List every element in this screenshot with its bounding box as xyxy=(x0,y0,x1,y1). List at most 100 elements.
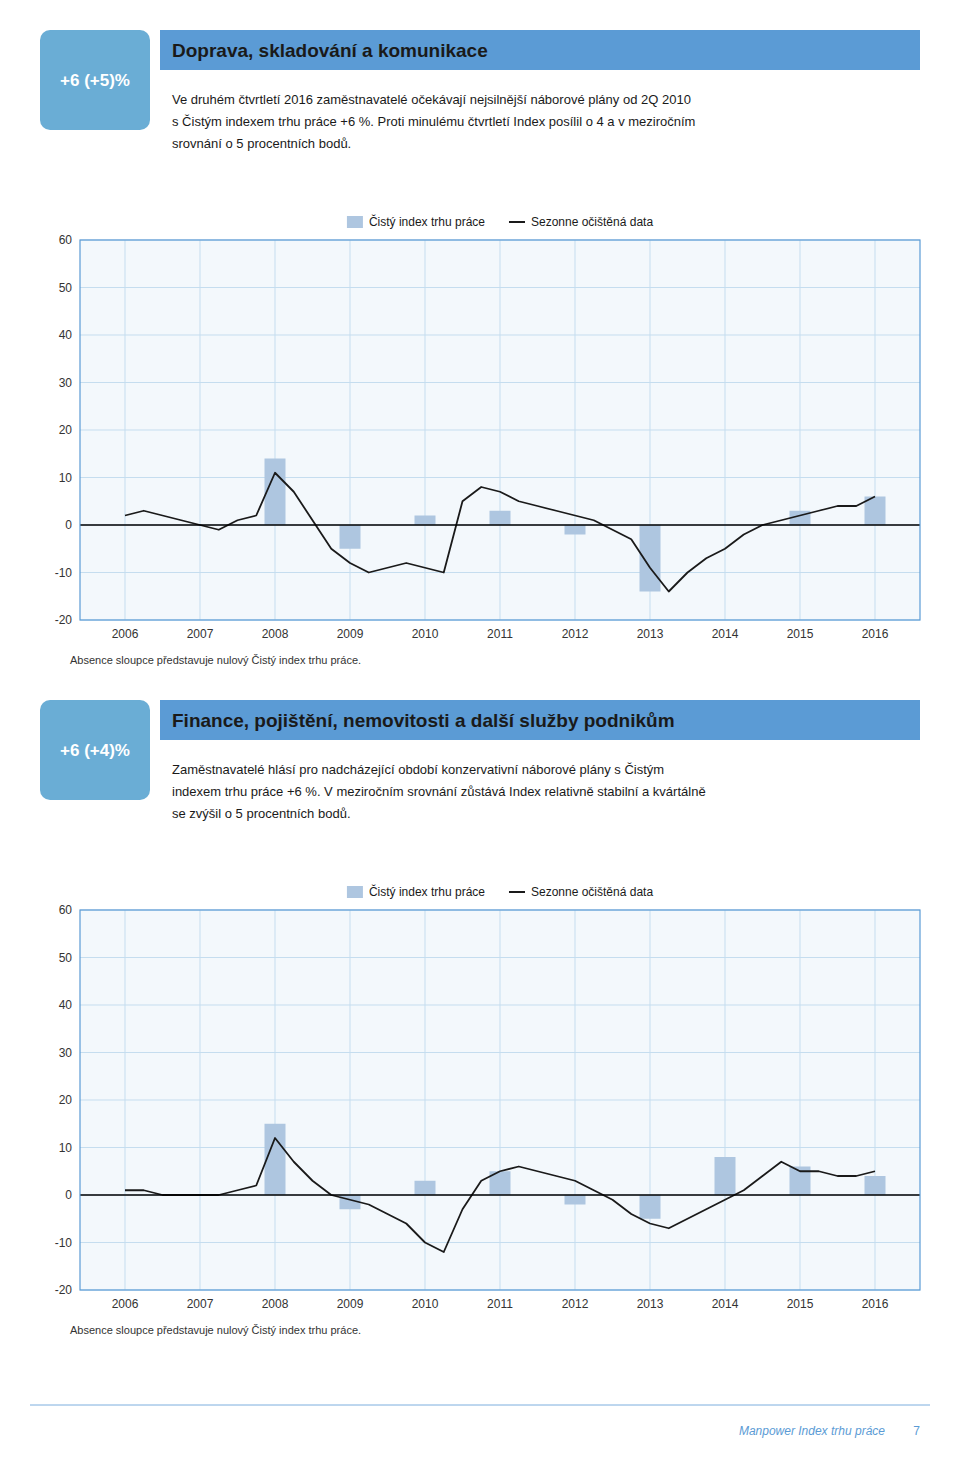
marks xyxy=(125,1124,886,1252)
legend-item: Čistý index trhu práce xyxy=(347,214,485,229)
grid-line-x xyxy=(650,910,651,1290)
x-tick-label: 2016 xyxy=(862,627,889,641)
grid-line-x xyxy=(425,240,426,620)
y-tick-label: 60 xyxy=(59,233,73,247)
plot-frame xyxy=(80,240,920,620)
grid-line-x xyxy=(425,910,426,1290)
bar xyxy=(340,525,361,549)
bar xyxy=(415,516,436,526)
y-tick-label: -10 xyxy=(55,566,73,580)
bar xyxy=(715,1157,736,1195)
legend-swatch xyxy=(509,891,525,893)
y-tick-label: -20 xyxy=(55,613,73,627)
footer: Manpower Index trhu práce7 xyxy=(30,1405,930,1438)
grid-line-x xyxy=(200,240,201,620)
y-tick-label: 60 xyxy=(59,903,73,917)
x-tick-label: 2007 xyxy=(187,1297,214,1311)
grid-line-x xyxy=(200,910,201,1290)
y-tick-label: 0 xyxy=(65,518,72,532)
grid-line-x xyxy=(500,240,501,620)
x-tick-label: 2011 xyxy=(487,627,513,641)
x-tick-label: 2013 xyxy=(637,1297,664,1311)
x-tick-label: 2007 xyxy=(187,627,214,641)
grid-line-y xyxy=(80,525,920,526)
y-tick-label: 10 xyxy=(59,1141,73,1155)
bar xyxy=(865,1176,886,1195)
grid-line-x xyxy=(800,910,801,1290)
title: Doprava, skladování a komunikace xyxy=(172,40,488,61)
description: indexem trhu práce +6 %. V meziročním sr… xyxy=(172,784,706,799)
plot-background xyxy=(80,240,920,620)
grid-line-x xyxy=(875,240,876,620)
badge-text: +6 (+4)% xyxy=(60,741,130,760)
x-tick-label: 2012 xyxy=(562,627,589,641)
x-tick-label: 2012 xyxy=(562,1297,589,1311)
bar xyxy=(640,1195,661,1219)
grid-line-x xyxy=(275,240,276,620)
footer-page: 7 xyxy=(913,1424,920,1438)
y-tick-label: 40 xyxy=(59,328,73,342)
description: Zaměstnavatelé hlásí pro nadcházející ob… xyxy=(172,762,664,777)
grid-line-y xyxy=(80,1195,920,1196)
description: srovnání o 5 procentních bodů. xyxy=(172,136,351,151)
legend: Čistý index trhu práce Sezonne očištěná d… xyxy=(347,884,653,899)
y-tick-label: 50 xyxy=(59,281,73,295)
y-tick-label: 20 xyxy=(59,423,73,437)
x-tick-label: 2011 xyxy=(487,1297,513,1311)
x-tick-label: 2015 xyxy=(787,627,814,641)
bar xyxy=(490,511,511,525)
x-tick-label: 2016 xyxy=(862,1297,889,1311)
bar xyxy=(265,459,286,526)
chart-section: +6 (+4)%Finance, pojištění, nemovitosti … xyxy=(40,700,920,1336)
x-tick-label: 2013 xyxy=(637,627,664,641)
legend-item: Sezonne očištěná data xyxy=(509,215,653,229)
legend-label: Sezonne očištěná data xyxy=(531,215,653,229)
footnote: Absence sloupce představuje nulový Čistý… xyxy=(70,1324,361,1336)
y-tick-label: 40 xyxy=(59,998,73,1012)
y-tick-label: -20 xyxy=(55,1283,73,1297)
grid-line-x xyxy=(575,240,576,620)
x-tick-label: 2014 xyxy=(712,627,739,641)
badge xyxy=(40,30,150,130)
x-tick-label: 2008 xyxy=(262,1297,289,1311)
x-tick-label: 2006 xyxy=(112,1297,139,1311)
x-tick-label: 2009 xyxy=(337,1297,364,1311)
header-bar xyxy=(160,30,920,70)
y-tick-label: 30 xyxy=(59,376,73,390)
x-tick-label: 2010 xyxy=(412,627,439,641)
grid-line-x xyxy=(725,240,726,620)
legend: Čistý index trhu práce Sezonne očištěná d… xyxy=(347,214,653,229)
x-tick-label: 2009 xyxy=(337,627,364,641)
x-tick-label: 2010 xyxy=(412,1297,439,1311)
grid-line-x xyxy=(875,910,876,1290)
x-tick-label: 2006 xyxy=(112,627,139,641)
y-tick-label: 50 xyxy=(59,951,73,965)
x-tick-label: 2008 xyxy=(262,627,289,641)
plot-frame xyxy=(80,910,920,1290)
chart-section: +6 (+5)%Doprava, skladování a komunikace… xyxy=(40,30,920,666)
grid-line-x xyxy=(500,910,501,1290)
description: se zvýšil o 5 procentních bodů. xyxy=(172,806,351,821)
footnote: Absence sloupce představuje nulový Čistý… xyxy=(70,654,361,666)
bar xyxy=(265,1124,286,1195)
zero-line xyxy=(80,1194,920,1196)
plot-background xyxy=(80,910,920,1290)
legend-swatch xyxy=(347,216,363,228)
legend-label: Sezonne očištěná data xyxy=(531,885,653,899)
grid-line-x xyxy=(800,240,801,620)
y-tick-label: -10 xyxy=(55,1236,73,1250)
legend-item: Čistý index trhu práce xyxy=(347,884,485,899)
grid-line-x xyxy=(575,910,576,1290)
description: Ve druhém čtvrtletí 2016 zaměstnavatelé … xyxy=(172,92,691,107)
grid-line-x xyxy=(350,910,351,1290)
grid-line-x xyxy=(725,910,726,1290)
legend-label: Čistý index trhu práce xyxy=(369,214,485,229)
description: s Čistým indexem trhu práce +6 %. Proti … xyxy=(172,114,695,129)
x-tick-label: 2015 xyxy=(787,1297,814,1311)
bar xyxy=(415,1181,436,1195)
badge xyxy=(40,700,150,800)
bar xyxy=(565,525,586,535)
grid-line-x xyxy=(125,910,126,1290)
header-bar xyxy=(160,700,920,740)
bar xyxy=(565,1195,586,1205)
